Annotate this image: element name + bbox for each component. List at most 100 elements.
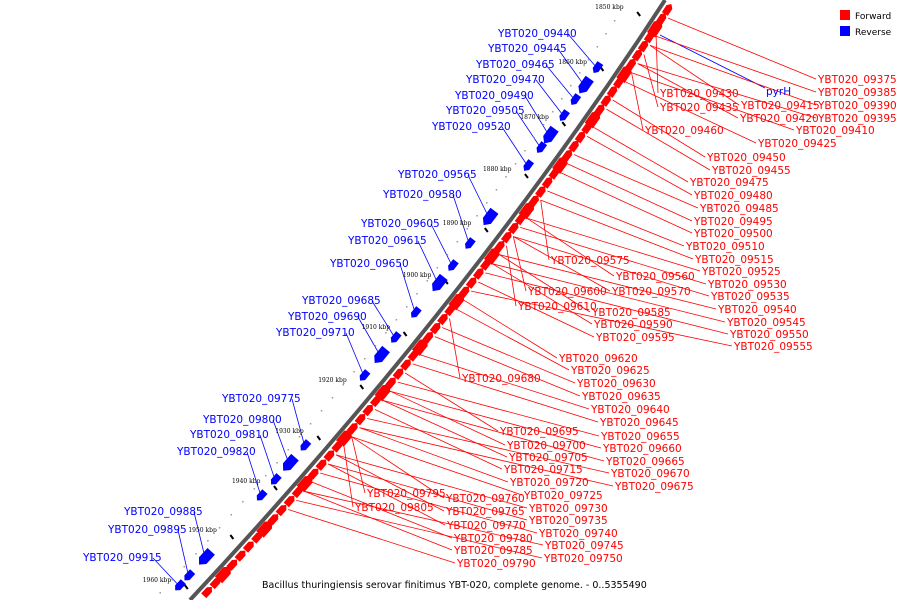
forward-gene-label: YBT020_09635 [581, 391, 661, 403]
forward-gene-label: YBT020_09600 [527, 286, 607, 298]
reverse-gene-glyph [175, 579, 186, 591]
forward-gene-label: YBT020_09625 [570, 365, 650, 377]
reverse-connector [567, 33, 598, 69]
minor-tick-dot [405, 306, 408, 308]
minor-tick-dot [171, 579, 173, 581]
genome-backbone [188, 0, 667, 600]
forward-gene-glyph [201, 587, 212, 599]
forward-connector [471, 290, 733, 347]
reverse-gene-glyph [465, 237, 476, 249]
forward-connector [540, 199, 694, 260]
kbp-tick-label: 1920 kbp [318, 377, 347, 384]
forward-gene-label: YBT020_09425 [757, 138, 837, 150]
minor-tick-dot [446, 254, 449, 256]
forward-gene-glyph [465, 277, 477, 289]
forward-connector [367, 418, 610, 474]
forward-gene-glyph [541, 177, 553, 189]
reverse-gene-glyph [270, 473, 282, 485]
forward-gene-glyph [275, 505, 287, 517]
minor-tick-dot [374, 345, 377, 347]
kbp-tick-label: 1960 kbp [143, 577, 172, 584]
forward-gene-label: YBT020_09705 [508, 452, 588, 464]
forward-gene-glyph [479, 259, 491, 271]
forward-gene-label: YBT020_09725 [523, 490, 603, 502]
kbp-ticks: 1850 kbp 1860 kbp 1870 kbp 1880 kbp 1890 kbp… [143, 4, 641, 594]
reverse-gene-label: YBT020_09690 [287, 311, 367, 323]
forward-connector [512, 236, 527, 292]
legend-forward-swatch [840, 10, 850, 20]
forward-gene-label: YBT020_09780 [453, 533, 533, 545]
forward-connector [499, 254, 717, 310]
forward-gene-glyph [507, 222, 519, 235]
legend-forward-label: Forward [855, 12, 891, 22]
reverse-connector [501, 126, 529, 167]
forward-gene-glyph [429, 322, 441, 335]
forward-connector [643, 54, 659, 108]
kbp-tick-mark [636, 11, 641, 17]
reverse-connector [557, 48, 585, 87]
reverse-gene-glyph [282, 453, 299, 471]
forward-gene-glyph [548, 167, 560, 180]
kbp-tick-mark [229, 534, 235, 540]
forward-gene-glyph [500, 231, 512, 244]
forward-gene-label: YBT020_09695 [499, 426, 579, 438]
forward-gene-label: YBT020_09680 [461, 373, 541, 385]
reverse-gene-glyph [523, 159, 535, 171]
forward-gene-glyph [472, 268, 484, 280]
forward-connector [526, 217, 701, 272]
reverse-gene-glyph [410, 306, 422, 318]
forward-gene-glyph [606, 85, 618, 98]
forward-gene-label: YBT020_09585 [591, 307, 671, 319]
minor-tick-dot [183, 566, 185, 568]
reverse-connector [152, 557, 180, 587]
forward-connector [478, 281, 595, 338]
forward-connector [351, 436, 523, 496]
minor-tick-dot [486, 202, 488, 204]
kbp-tick-label: 1870 kbp [520, 114, 549, 121]
forward-gene-glyph [514, 213, 526, 226]
forward-gene-glyph [600, 95, 611, 107]
forward-gene-glyph [362, 404, 374, 417]
minor-tick-dot [385, 332, 387, 334]
forward-gene-label: YBT020_09410 [795, 125, 875, 137]
forward-connector [649, 45, 817, 106]
forward-connector [637, 63, 739, 119]
forward-connector [397, 381, 600, 437]
reverse-gene-glyph [390, 331, 402, 343]
forward-gene-glyph [331, 441, 343, 453]
forward-connector [328, 463, 528, 521]
reverse-gene-glyph [482, 207, 499, 226]
forward-gene-label: YBT020_09620 [558, 353, 638, 365]
forward-gene-glyph [242, 541, 254, 553]
minor-tick-dot [514, 163, 517, 165]
forward-gene-label: YBT020_09700 [506, 440, 586, 452]
forward-connector [513, 236, 611, 292]
forward-gene-label: YBT020_09655 [600, 431, 680, 443]
forward-gene-label: YBT020_09515 [694, 254, 774, 266]
reverse-gene-label: YBT020_09685 [301, 295, 381, 307]
reverse-gene-glyph [300, 439, 312, 451]
forward-gene-label: YBT020_09450 [706, 152, 786, 164]
forward-gene-label: YBT020_09645 [599, 417, 679, 429]
forward-connector [606, 108, 711, 171]
reverse-gene-glyph [543, 125, 559, 144]
legend-reverse-swatch [840, 26, 850, 36]
forward-gene-label: YBT020_09660 [602, 443, 682, 455]
forward-connector [593, 126, 689, 183]
forward-gene-label: YBT020_09720 [509, 477, 589, 489]
minor-tick-dot [416, 293, 418, 295]
forward-gene-label: YBT020_09640 [590, 404, 670, 416]
forward-gene-label: YBT020_09375 [817, 74, 897, 86]
forward-gene-label: YBT020_09670 [610, 468, 690, 480]
forward-gene-label: YBT020_09760 [445, 493, 525, 505]
minor-tick-dot [605, 33, 607, 35]
forward-connector [499, 254, 591, 313]
kbp-tick-label: 1910 kbp [362, 324, 391, 331]
forward-gene-label: YBT020_09560 [615, 271, 695, 283]
kbp-tick-mark [561, 121, 567, 127]
forward-connector [625, 81, 757, 144]
forward-connector [560, 172, 693, 234]
minor-tick-dot [342, 384, 345, 386]
forward-connector [296, 500, 543, 559]
legend-reverse-label: Reverse [855, 28, 892, 38]
